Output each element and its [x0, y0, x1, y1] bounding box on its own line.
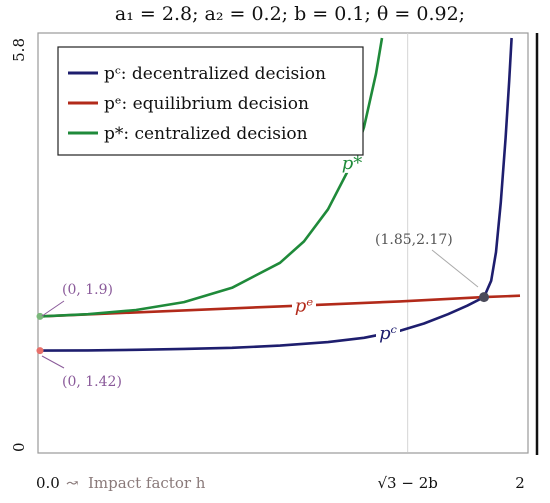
legend-label-0: pᶜ: decentralized decision [104, 64, 326, 84]
x-tick-label-2: 2 [515, 474, 525, 492]
curve-labels: pᶜ pᵉ p* [292, 150, 400, 344]
marker-start-centralized [36, 312, 44, 320]
curve-label-0: pᶜ [379, 323, 397, 344]
series-lines [39, 37, 521, 352]
chart-title: a₁ = 2.8; a₂ = 0.2; b = 0.1; θ = 0.92; [115, 3, 465, 25]
marker-start-decentralized [36, 347, 44, 355]
legend: pᶜ: decentralized decision pᵉ: equilibri… [57, 46, 364, 156]
markers [36, 292, 489, 355]
curve-label-bg-1 [292, 293, 316, 316]
series-line-1 [39, 294, 521, 318]
annotation-0: (0, 1.9) [62, 282, 113, 298]
axis-ticks: √3 − 2b 2 0 5.8 [10, 38, 525, 492]
x-arrow-glyph: ↝ [66, 474, 79, 492]
marker-intersection [479, 292, 489, 303]
legend-label-1: pᵉ: equilibrium decision [104, 94, 309, 114]
x-start-label: 0.0 [36, 474, 60, 492]
legend-label-2: p*: centralized decision [104, 124, 308, 144]
annotation-arrow-1 [41, 355, 65, 369]
annotation-2: (1.85,2.17) [375, 232, 453, 248]
curve-label-bg-0 [376, 321, 400, 344]
annotation-leader-2 [431, 249, 479, 288]
x-tick-label-1: √3 − 2b [378, 474, 438, 492]
curve-label-1: pᵉ [295, 295, 314, 316]
y-tick-label-1: 5.8 [10, 38, 28, 62]
x-axis-label: Impact factor h [88, 474, 206, 492]
annotations: (0, 1.9) (0, 1.42) (1.85,2.17) [41, 232, 479, 390]
annotation-1: (0, 1.42) [62, 374, 122, 390]
plot-frame [37, 32, 529, 454]
annotation-arrow-0 [41, 300, 65, 317]
curve-label-bg-2 [340, 150, 364, 173]
series-line-0 [39, 37, 513, 352]
legend-box [57, 46, 364, 156]
curve-label-2: p* [342, 153, 363, 174]
y-tick-label-0: 0 [10, 442, 28, 452]
series-line-2 [39, 37, 384, 318]
